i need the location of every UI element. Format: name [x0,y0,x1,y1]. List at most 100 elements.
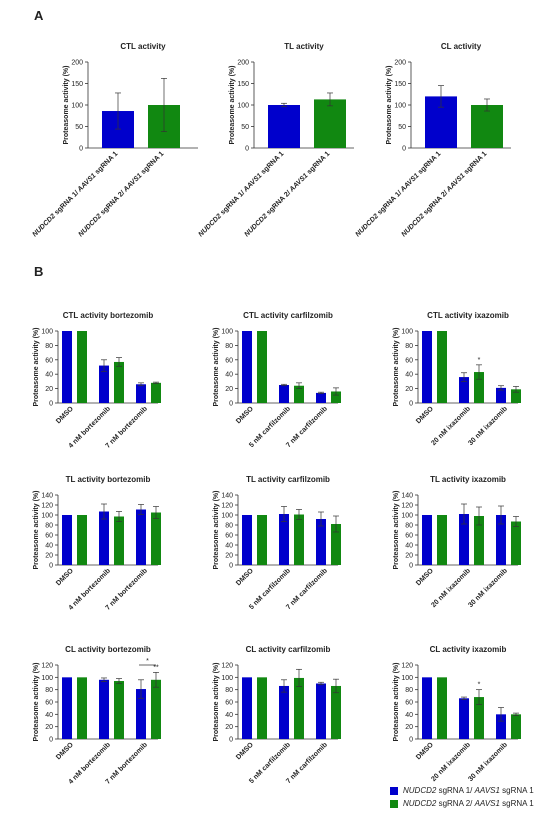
y-tick-label-11: 100 [401,675,413,682]
bar-10-1-1 [294,677,304,739]
y-tick-label-7: 60 [225,533,233,540]
y-tick-label-10: 100 [221,675,233,682]
x-tick-label-11: 30 nM ixazomib [467,741,509,783]
bar-11-2-1 [511,714,521,739]
y-tick-label-7: 0 [229,563,233,570]
y-tick-label-10: 40 [225,712,233,719]
legend-gene1: NUDCD2 [403,799,437,808]
y-tick-label-9: 40 [45,712,53,719]
y-tick-label-11: 40 [405,712,413,719]
bar-11-1-1 [474,697,484,739]
y-tick-label-8: 120 [401,503,413,510]
bar-8-0-0 [422,515,432,565]
significance-marker-11: * [478,682,481,689]
bar-9-1-1 [114,681,124,739]
x-tick-label-4: 7 nM carfilzomib [285,405,329,449]
y-tick-label-7: 120 [221,503,233,510]
x-tick-label-5: DMSO [415,405,435,425]
y-tick-label-9: 80 [45,687,53,694]
bar-7-2-1 [331,524,341,565]
legend-gene2: AAVS1 [474,786,500,795]
y-tick-label-6: 100 [41,513,53,520]
x-tick-label-11: 20 nM ixazomib [430,741,472,783]
y-tick-label-7: 40 [225,543,233,550]
legend-item-sgrna2: NUDCD2 sgRNA 2/ AAVS1 sgRNA 1 [390,797,534,810]
panel-label-b: B [34,264,44,279]
bar-4-0-0 [242,331,252,403]
y-tick-label-0: 200 [71,60,83,67]
y-axis-label-11: Proteasome activity (%) [393,663,400,742]
chart-title-6: TL activity bortezomib [66,475,151,484]
x-tick-label-4: 5 nM carfilzomib [248,405,292,449]
bar-3-0-0 [62,331,72,403]
y-tick-label-0: 150 [71,81,83,88]
bar-8-2-1 [511,521,521,565]
chart-title-2: CL activity [441,42,482,51]
y-tick-label-3: 60 [45,357,53,364]
x-tick-label-6: 7 nM bortezomib [105,567,149,611]
bar-7-0-0 [242,515,252,565]
legend-text1: sgRNA 2/ [436,799,475,808]
bar-4-0-1 [257,331,267,403]
chart-title-5: CTL activity ixazomib [427,311,509,320]
x-tick-label-7: 5 nM carfilzomib [248,567,292,611]
y-axis-label-4: Proteasome activity (%) [213,328,220,407]
y-tick-label-6: 140 [41,493,53,500]
y-tick-label-1: 150 [237,81,249,88]
y-tick-label-11: 120 [401,663,413,670]
x-tick-label-2: NUDCD2 sgRNA 1/ AAVS1 sgRNA 1 [354,150,442,238]
bar-6-1-0 [99,511,109,565]
y-tick-label-2: 200 [394,60,406,67]
y-tick-label-2: 100 [394,103,406,110]
significance-marker-9: * [146,658,149,665]
y-tick-label-9: 100 [41,675,53,682]
bar-1-0 [268,105,300,148]
y-tick-label-9: 0 [49,737,53,744]
bar-3-1-0 [99,365,109,403]
y-axis-label-6: Proteasome activity (%) [33,491,40,570]
panel-label-a: A [34,8,44,23]
y-tick-label-6: 40 [45,543,53,550]
bar-6-0-1 [77,515,87,565]
y-tick-label-6: 60 [45,533,53,540]
y-tick-label-7: 140 [221,493,233,500]
y-tick-label-5: 100 [401,329,413,336]
bar-7-2-0 [316,519,326,565]
y-tick-label-2: 0 [402,146,406,153]
bar-10-2-1 [331,685,341,739]
bar-8-1-1 [474,516,484,565]
chart-title-9: CL activity bortezomib [65,645,151,654]
y-tick-label-5: 40 [405,372,413,379]
x-tick-label-6: DMSO [55,567,75,587]
y-tick-label-0: 50 [75,124,83,131]
bar-3-1-1 [114,361,124,403]
y-tick-label-4: 100 [221,329,233,336]
x-tick-label-8: DMSO [415,567,435,587]
legend-item-sgrna1: NUDCD2 sgRNA 1/ AAVS1 sgRNA 1 [390,784,534,797]
y-tick-label-8: 100 [401,513,413,520]
y-tick-label-2: 150 [394,81,406,88]
bar-8-1-0 [459,514,469,565]
y-tick-label-4: 0 [229,401,233,408]
y-tick-label-0: 100 [71,103,83,110]
bar-6-1-1 [114,516,124,565]
bar-4-1-0 [279,385,289,403]
y-tick-label-8: 80 [405,523,413,530]
y-tick-label-7: 20 [225,553,233,560]
chart-title-11: CL activity ixazomib [430,645,507,654]
y-tick-label-3: 0 [49,401,53,408]
y-tick-label-10: 80 [225,687,233,694]
y-axis-label-3: Proteasome activity (%) [33,328,40,407]
bar-9-0-1 [77,677,87,739]
y-axis-label-7: Proteasome activity (%) [213,491,220,570]
y-tick-label-5: 20 [405,386,413,393]
y-tick-label-10: 0 [229,737,233,744]
bar-11-0-1 [437,677,447,739]
x-tick-label-1: NUDCD2 sgRNA 2/ AAVS1 sgRNA 1 [243,150,331,238]
legend-gene2: AAVS1 [474,799,500,808]
bar-10-0-0 [242,677,252,739]
y-tick-label-1: 50 [241,124,249,131]
legend-swatch-green [390,799,398,808]
bar-2-1 [471,105,503,148]
y-tick-label-10: 60 [225,700,233,707]
